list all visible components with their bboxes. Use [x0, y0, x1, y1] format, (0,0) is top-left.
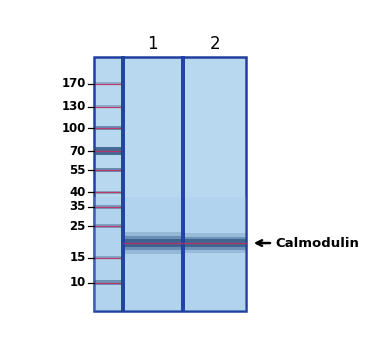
Bar [124, 232, 182, 255]
Text: 10: 10 [70, 276, 86, 289]
Bar [94, 168, 122, 172]
Bar [94, 57, 246, 311]
Bar [184, 237, 246, 249]
Bar [94, 205, 122, 209]
Bar [94, 105, 122, 108]
Text: 40: 40 [70, 186, 86, 199]
Text: Calmodulin: Calmodulin [276, 237, 360, 249]
Bar [94, 280, 122, 285]
Text: 55: 55 [69, 164, 86, 177]
Text: 1: 1 [148, 35, 158, 53]
Bar [94, 224, 122, 228]
Bar [94, 82, 122, 85]
Bar [184, 239, 246, 247]
Bar [94, 256, 122, 260]
Text: 70: 70 [70, 145, 86, 158]
Bar [94, 126, 122, 130]
Bar [94, 147, 122, 155]
Bar [124, 239, 182, 247]
Text: 130: 130 [62, 100, 86, 113]
Text: 2: 2 [210, 35, 220, 53]
Bar [124, 236, 182, 250]
Text: 35: 35 [70, 201, 86, 213]
Text: 170: 170 [62, 77, 86, 90]
Text: 15: 15 [70, 251, 86, 264]
Text: 100: 100 [62, 122, 86, 135]
Bar [94, 197, 246, 311]
Bar [184, 233, 246, 253]
Text: 25: 25 [70, 220, 86, 233]
Bar [94, 190, 122, 194]
